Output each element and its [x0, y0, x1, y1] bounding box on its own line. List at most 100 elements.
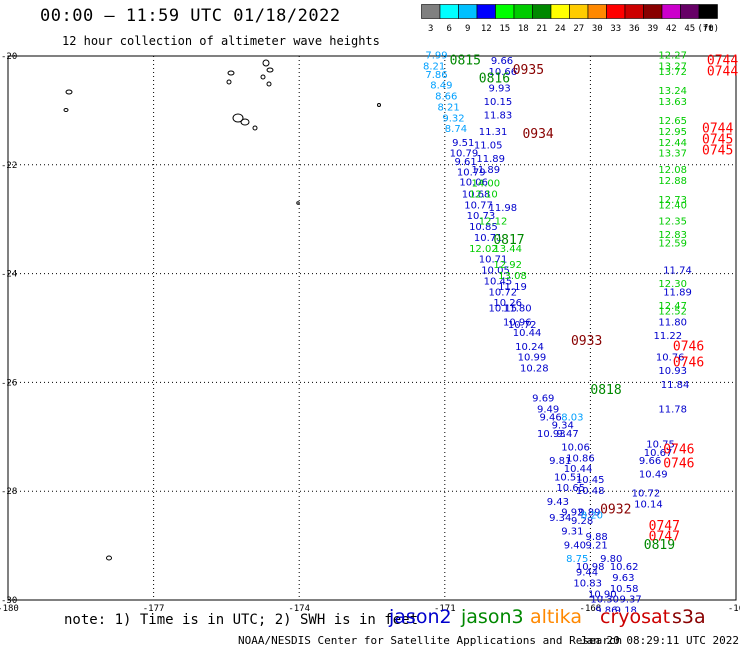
wave-height-label: 10.30 [590, 595, 619, 606]
wave-height-label: 9.43 [547, 497, 569, 508]
pass-time-label: 0744 [702, 122, 733, 137]
wave-height-label: 9.34 [549, 513, 571, 524]
wave-height-label: 13.08 [498, 271, 527, 282]
wave-height-label: 11.74 [663, 266, 692, 277]
wave-height-label: 10.76 [656, 353, 685, 364]
wave-height-label: 11.78 [658, 404, 687, 415]
legend-tick-label: 45 [684, 24, 695, 34]
wave-height-label: 7.86 [425, 70, 447, 81]
wave-height-label: 12.47 [658, 301, 687, 312]
wave-height-label: 10.72 [632, 489, 661, 500]
legend-tick-label: 3 [428, 24, 433, 34]
x-tick-label: -171 [434, 604, 456, 612]
color-scale-legend: 3 6 9 12 15 18 21 24 27 30 33 36 39 42 45 70(ft) [421, 4, 719, 34]
wave-height-label: 10.79 [457, 168, 486, 179]
pass-time-label: 0818 [590, 383, 621, 398]
wave-height-label: 10.06 [459, 177, 488, 188]
x-tick-label: -16 [728, 604, 740, 612]
island-outline [377, 103, 381, 107]
wave-height-label: 10.79 [450, 149, 479, 160]
satellite-s3a: s3a [672, 606, 706, 628]
wave-height-label: 9.80 [600, 554, 622, 565]
wave-height-label: 11.83 [484, 111, 513, 122]
wave-height-label: 10.73 [467, 211, 496, 222]
island-outline [227, 70, 235, 76]
wave-height-label: 11.22 [653, 331, 682, 342]
wave-height-label: 9.93 [488, 83, 510, 94]
wave-height-label: 13.44 [493, 244, 522, 255]
wave-height-label: 10.72 [508, 320, 537, 331]
wave-height-label: 9.81 [549, 456, 571, 467]
pass-time-label: 0745 [702, 133, 733, 148]
wave-height-label: 11.80 [503, 304, 532, 315]
wave-height-label: 10.93 [537, 429, 566, 440]
pass-time-label: 0932 [600, 503, 631, 518]
island-outline [266, 81, 272, 87]
wave-height-label: 10.45 [484, 276, 513, 287]
wave-height-label: 10.58 [610, 584, 639, 595]
wave-height-label: 10.24 [515, 342, 544, 353]
wave-height-label: 8.75 [566, 554, 588, 565]
wave-height-label: 11.89 [476, 154, 505, 165]
wave-height-label: 10.96 [503, 317, 532, 328]
island-outline [226, 79, 232, 85]
y-tick-label: -22 [1, 161, 17, 171]
wave-height-label: 12.65 [658, 116, 687, 127]
page-subtitle: 12 hour collection of altimeter wave hei… [62, 34, 380, 48]
wave-height-label: 12.35 [658, 217, 687, 228]
wave-height-label: 9.66 [491, 56, 513, 67]
wave-height-label: 11.19 [498, 282, 527, 293]
wave-height-label: 8.49 [430, 81, 452, 92]
wave-height-label: 9.21 [586, 540, 608, 551]
pass-time-label: 0746 [673, 356, 704, 371]
island-outline [252, 125, 258, 131]
wave-height-label: 13.37 [658, 149, 687, 160]
legend-tick-label: 6 [447, 24, 452, 34]
legend-tick-label: 9 [465, 24, 470, 34]
pass-time-label: 0815 [450, 54, 481, 69]
wave-height-label: 11.89 [663, 287, 692, 298]
wave-height-label: 10.90 [588, 589, 617, 600]
wave-height-label: 11.89 [471, 165, 500, 176]
wave-height-label: 11.31 [479, 127, 508, 138]
wave-height-label: 10.15 [484, 97, 513, 108]
island-outline [106, 555, 112, 561]
wave-height-label: 10.15 [488, 304, 517, 315]
wave-height-label: 9.28 [571, 516, 593, 527]
island-outline [266, 67, 274, 73]
wave-height-label: 9.47 [556, 429, 578, 440]
wave-height-label: 11.80 [658, 317, 687, 328]
wave-height-label: 9.49 [537, 404, 559, 415]
wave-height-label: 9.18 [615, 606, 637, 612]
wave-height-label: 12.12 [479, 217, 508, 228]
wave-height-label: 9.92 [561, 508, 583, 519]
wave-height-label: 11.84 [661, 380, 690, 391]
wave-height-label: 10.45 [576, 475, 605, 486]
wave-height-label: 12.73 [658, 195, 687, 206]
x-tick-label: -174 [288, 604, 310, 612]
wave-height-label: 12.59 [658, 238, 687, 249]
wave-height-label: 9.46 [539, 412, 561, 423]
wave-height-label: 12.44 [658, 138, 687, 149]
island-outline [63, 108, 69, 112]
wave-height-label: 7.99 [425, 51, 447, 62]
pass-time-label: 0747 [649, 519, 680, 534]
pass-time-label: 0935 [513, 63, 544, 78]
legend-tick-label: 30 [592, 24, 603, 34]
pass-time-label: 0747 [649, 530, 680, 545]
wave-height-label: 10.06 [561, 442, 590, 453]
pass-time-label: 0816 [479, 72, 510, 87]
wave-height-label: 12.88 [658, 176, 687, 187]
y-tick-label: -30 [1, 596, 17, 606]
wave-height-label: 9.61 [455, 157, 477, 168]
wave-height-label: 12.92 [493, 260, 522, 271]
wave-height-label: 9.86 [595, 606, 617, 612]
satellite-cryosat: cryosat [600, 606, 671, 628]
wave-height-label: 12.08 [658, 165, 687, 176]
wave-height-label: 12.10 [469, 189, 498, 200]
y-tick-label: -24 [1, 270, 17, 280]
wave-height-label: 10.49 [639, 470, 668, 481]
wave-height-label: 13.72 [658, 67, 687, 78]
wave-height-label: 9.31 [561, 527, 583, 538]
wave-height-label: 10.93 [658, 366, 687, 377]
